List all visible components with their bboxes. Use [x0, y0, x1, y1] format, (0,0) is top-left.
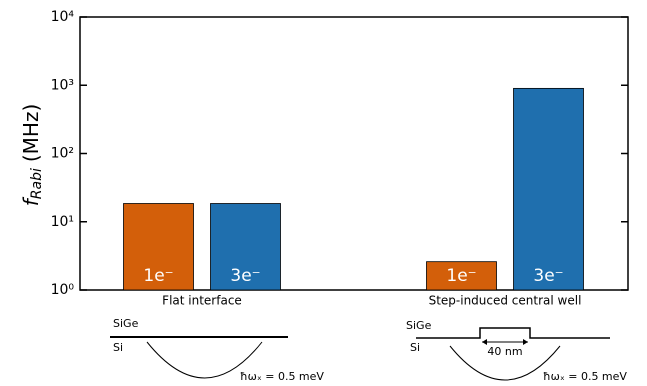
layer-label: SiGe — [406, 319, 432, 332]
bar-label: 3e⁻ — [230, 266, 260, 286]
y-tick-label: 10¹ — [51, 214, 74, 230]
layer-label: Si — [113, 341, 123, 354]
bar-label: 1e⁻ — [446, 266, 476, 286]
y-axis-label: fRabi(MHz) — [19, 104, 46, 207]
y-tick-label: 10² — [51, 146, 74, 162]
x-tick-label: Flat interface — [162, 294, 242, 308]
y-label-subscript: Rabi — [29, 168, 45, 199]
bar-label: 3e⁻ — [533, 266, 563, 286]
y-label-unit: (MHz) — [19, 104, 43, 162]
bar-label: 1e⁻ — [143, 266, 173, 286]
chart: fRabi(MHz) SiGe Si ħωₓ = 0.5 meV SiGe Si… — [0, 0, 647, 386]
y-tick-label: 10³ — [51, 77, 74, 93]
width-label: 40 nm — [487, 345, 522, 358]
x-tick-label: Step-induced central well — [429, 294, 582, 308]
energy-label: ħωₓ = 0.5 meV — [543, 370, 627, 383]
interface-line — [416, 328, 610, 338]
energy-label: ħωₓ = 0.5 meV — [240, 370, 324, 383]
bar — [514, 88, 584, 290]
y-tick-label: 10⁰ — [51, 282, 75, 298]
y-tick-label: 10⁴ — [51, 9, 75, 25]
layer-label: SiGe — [113, 317, 139, 330]
layer-label: Si — [410, 341, 420, 354]
